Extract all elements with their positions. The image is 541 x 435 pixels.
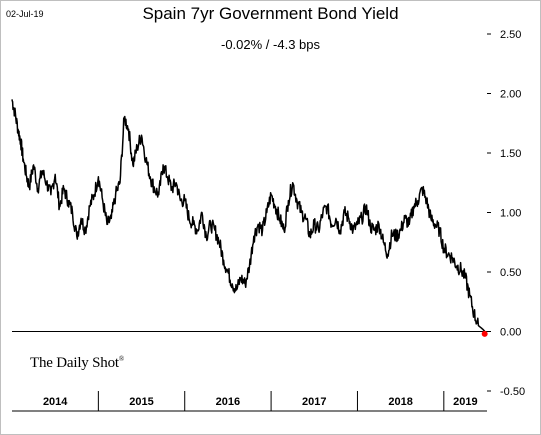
x-tick-label: 2018 — [388, 396, 412, 408]
source-logo: The Daily Shot® — [30, 355, 124, 372]
x-tick-label: 2014 — [43, 396, 68, 408]
y-tick-label: 0.50 — [500, 267, 521, 279]
date-stamp: 02-Jul-19 — [6, 9, 44, 19]
yield-series-line — [11, 99, 488, 335]
chart-subtitle: -0.02% / -4.3 bps — [221, 37, 320, 52]
y-tick-label: 0.00 — [500, 327, 521, 339]
y-tick-label: 2.50 — [500, 29, 521, 41]
y-tick-label: 1.00 — [500, 208, 521, 220]
y-tick-label: 2.00 — [500, 89, 521, 101]
x-tick-label: 2016 — [216, 396, 240, 408]
y-tick-label: 1.50 — [500, 148, 521, 160]
x-tick-label: 2015 — [129, 396, 153, 408]
last-value-marker — [481, 330, 488, 337]
source-text: The Daily Shot — [30, 355, 119, 371]
x-tick-label: 2017 — [302, 396, 326, 408]
y-tick-label: -0.50 — [500, 386, 525, 398]
x-tick-label: 2019 — [453, 396, 477, 408]
registered-mark: ® — [118, 355, 124, 363]
chart-title: Spain 7yr Government Bond Yield — [142, 4, 399, 23]
